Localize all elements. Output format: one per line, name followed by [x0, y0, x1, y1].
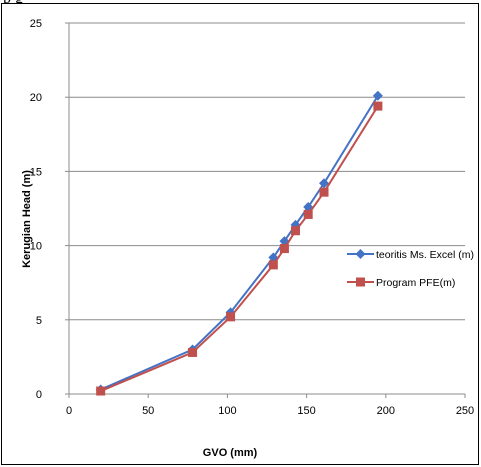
data-point	[268, 260, 278, 270]
y-tick-label: 5	[36, 315, 42, 327]
legend-label: Program PFE(m)	[376, 277, 455, 289]
grid-lines	[69, 22, 465, 321]
legend-label: teoritis Ms. Excel (m)	[376, 249, 474, 261]
data-point	[226, 312, 236, 322]
series-2	[96, 101, 383, 396]
x-tick-label: 200	[377, 405, 395, 417]
series-line	[100, 105, 379, 392]
x-tick-label: 100	[218, 405, 236, 417]
legend-marker	[355, 249, 366, 259]
x-tick-label: 150	[297, 405, 315, 417]
data-point	[319, 178, 330, 189]
x-tick-label: 0	[66, 405, 72, 417]
y-axis-label: Kerugian Head (m)	[21, 170, 33, 268]
series-line	[100, 95, 379, 391]
y-tick-label: 15	[30, 166, 42, 178]
legend-marker	[356, 277, 365, 287]
x-tick-label: 250	[456, 405, 474, 417]
legend: teoritis Ms. Excel (m) Program PFE(m)	[347, 249, 474, 289]
series-layer	[95, 90, 383, 396]
data-point	[373, 101, 383, 111]
data-point	[319, 187, 329, 197]
y-tick-label: 10	[30, 241, 42, 253]
data-point	[291, 226, 301, 236]
data-point	[279, 244, 289, 254]
y-tick-label: 25	[30, 18, 42, 30]
x-tick-label: 50	[142, 405, 154, 417]
x-axis-label: GVO (mm)	[203, 447, 258, 459]
data-point	[188, 347, 198, 357]
chart-frame: 0 5 10 15 20 25 0 50 100 150 200 250 teoritis Ms. E…	[1, 3, 479, 465]
y-tick-label: 0	[36, 389, 42, 401]
data-point	[372, 90, 383, 101]
data-point	[303, 209, 313, 219]
series-1	[95, 90, 383, 395]
data-point	[96, 386, 106, 396]
y-tick-label: 20	[30, 92, 42, 104]
